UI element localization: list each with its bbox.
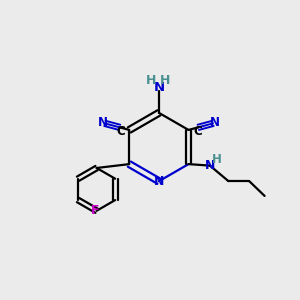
Text: C: C	[193, 125, 202, 138]
Text: N: N	[154, 175, 164, 188]
Text: N: N	[153, 81, 164, 94]
Text: H: H	[146, 74, 156, 87]
Text: F: F	[91, 204, 99, 217]
Text: H: H	[160, 74, 171, 87]
Text: N: N	[98, 116, 107, 129]
Text: H: H	[212, 153, 221, 166]
Text: N: N	[205, 159, 215, 172]
Text: C: C	[116, 125, 125, 138]
Text: N: N	[210, 116, 220, 129]
